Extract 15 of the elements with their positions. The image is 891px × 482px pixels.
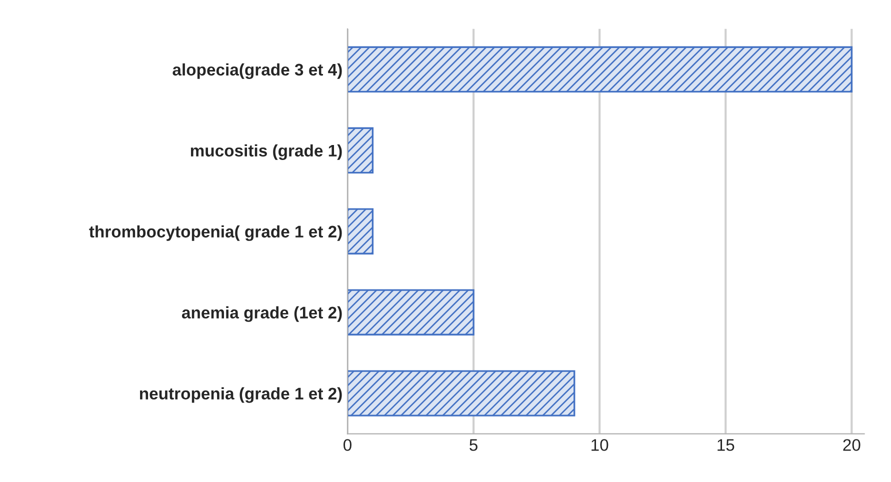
y-tick-label: anemia grade (1et 2) [182, 306, 342, 322]
bar [347, 289, 474, 336]
y-tick-label: mucositis (grade 1) [190, 144, 342, 160]
x-tick-label: 0 [344, 439, 352, 451]
y-tick-label: thrombocytopenia( grade 1 et 2) [89, 225, 342, 241]
x-tick-label: 15 [718, 439, 734, 451]
bar [347, 127, 374, 174]
y-tick-label: alopecia(grade 3 et 4) [172, 63, 342, 79]
x-tick-label: 5 [470, 439, 478, 451]
x-tick-label: 20 [843, 439, 860, 451]
x-tick-label: 10 [592, 439, 608, 451]
bar [347, 208, 374, 254]
y-tick-label: neutropenia (grade 1 et 2) [140, 387, 342, 403]
bar [347, 46, 852, 93]
bar [347, 370, 576, 416]
